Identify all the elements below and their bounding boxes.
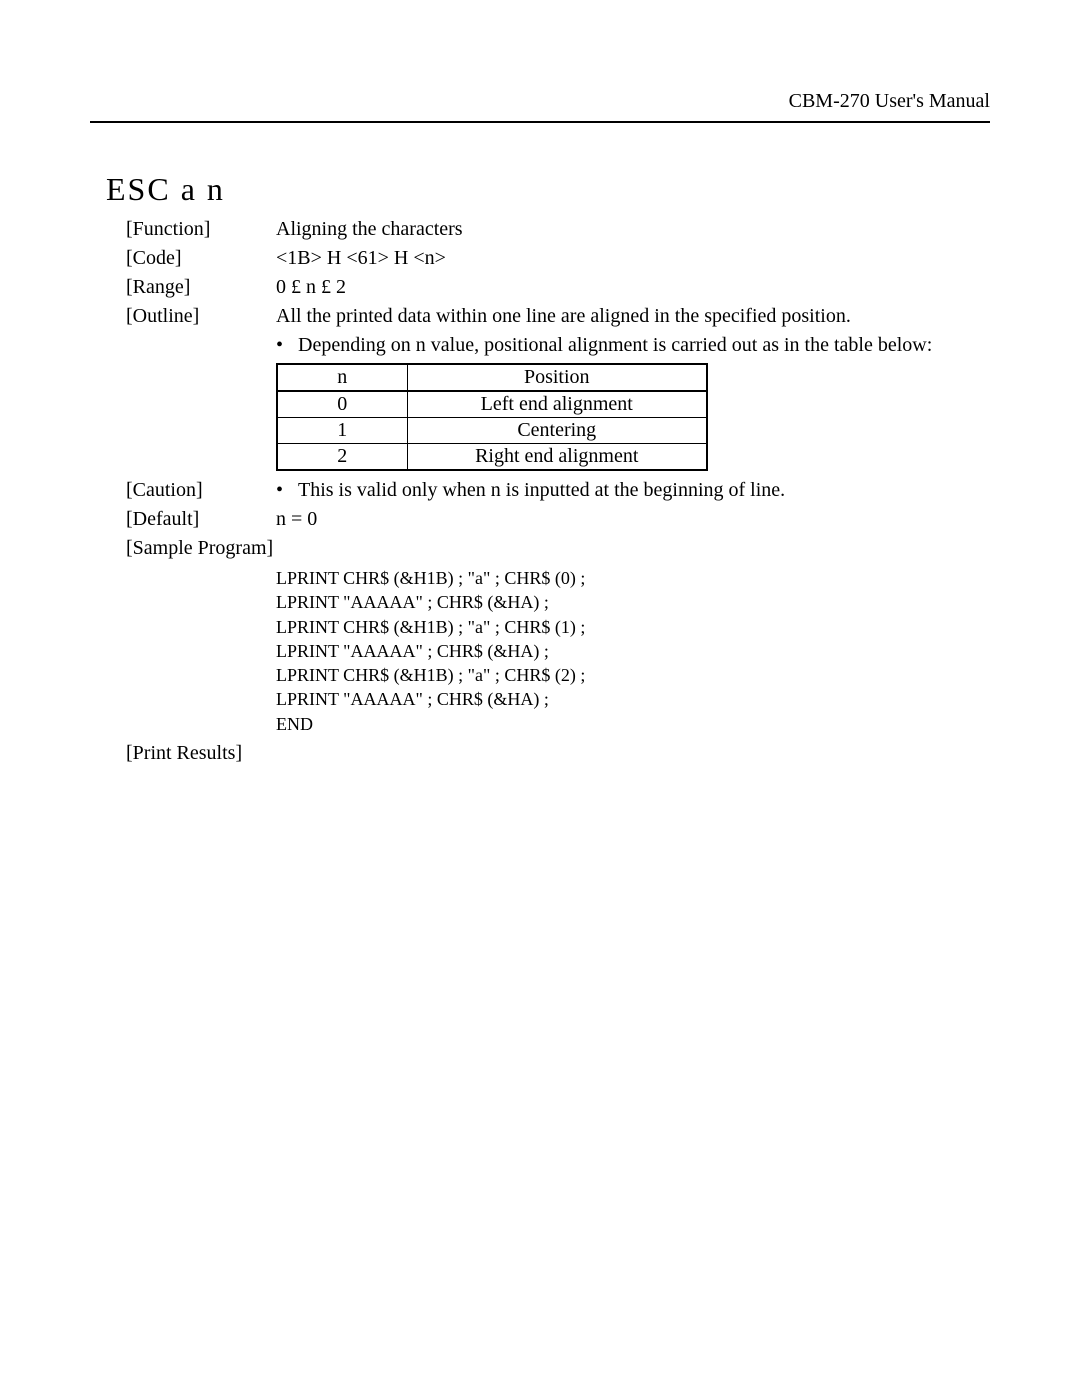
table-cell-n1: 1 xyxy=(277,418,407,444)
row-caution: [Caution] • This is valid only when n is… xyxy=(126,479,990,502)
command-title: ESC a n xyxy=(106,171,990,208)
row-print-results: [Print Results] xyxy=(126,742,990,765)
label-function: [Function] xyxy=(126,218,276,241)
label-default: [Default] xyxy=(126,508,276,531)
code-line: END xyxy=(276,712,990,736)
table-cell-pos1: Centering xyxy=(407,418,707,444)
row-range: [Range] 0 £ n £ 2 xyxy=(126,276,990,299)
value-default: n = 0 xyxy=(276,508,990,531)
table-cell-pos0: Left end alignment xyxy=(407,391,707,418)
label-outline: [Outline] xyxy=(126,305,276,328)
value-range: 0 £ n £ 2 xyxy=(276,276,990,299)
code-line: LPRINT "AAAAA" ; CHR$ (&HA) ; xyxy=(276,639,990,663)
table-cell-n2: 2 xyxy=(277,444,407,471)
table-header-n: n xyxy=(277,364,407,391)
table-header-position: Position xyxy=(407,364,707,391)
page-container: CBM-270 User's Manual ESC a n [Function]… xyxy=(0,0,1080,765)
table-row: 0 Left end alignment xyxy=(277,391,707,418)
bullet-icon: • xyxy=(276,334,298,357)
sample-code-block: LPRINT CHR$ (&H1B) ; "a" ; CHR$ (0) ; LP… xyxy=(276,566,990,736)
table-header-row: n Position xyxy=(277,364,707,391)
row-outline-bullet: • Depending on n value, positional align… xyxy=(276,334,990,357)
table-row: 2 Right end alignment xyxy=(277,444,707,471)
caution-bullet-text: This is valid only when n is inputted at… xyxy=(298,479,990,502)
row-function: [Function] Aligning the characters xyxy=(126,218,990,241)
label-code: [Code] xyxy=(126,247,276,270)
bullet-icon: • xyxy=(276,479,298,502)
code-line: LPRINT CHR$ (&H1B) ; "a" ; CHR$ (2) ; xyxy=(276,663,990,687)
table-cell-pos2: Right end alignment xyxy=(407,444,707,471)
label-sample-program: [Sample Program] xyxy=(126,537,273,560)
row-code: [Code] <1B> H <61> H <n> xyxy=(126,247,990,270)
row-default: [Default] n = 0 xyxy=(126,508,990,531)
row-sample-program: [Sample Program] xyxy=(126,537,990,560)
code-line: LPRINT CHR$ (&H1B) ; "a" ; CHR$ (1) ; xyxy=(276,615,990,639)
row-outline: [Outline] All the printed data within on… xyxy=(126,305,990,328)
value-code: <1B> H <61> H <n> xyxy=(276,247,990,270)
content-block: [Function] Aligning the characters [Code… xyxy=(126,218,990,765)
outline-bullet-text: Depending on n value, positional alignme… xyxy=(298,334,990,357)
code-line: LPRINT CHR$ (&H1B) ; "a" ; CHR$ (0) ; xyxy=(276,566,990,590)
value-outline: All the printed data within one line are… xyxy=(276,305,990,328)
header-manual-title: CBM-270 User's Manual xyxy=(90,90,990,123)
position-table: n Position 0 Left end alignment 1 Center… xyxy=(276,363,708,471)
label-range: [Range] xyxy=(126,276,276,299)
label-print-results: [Print Results] xyxy=(126,742,242,765)
table-row: 1 Centering xyxy=(277,418,707,444)
code-line: LPRINT "AAAAA" ; CHR$ (&HA) ; xyxy=(276,687,990,711)
value-function: Aligning the characters xyxy=(276,218,990,241)
table-cell-n0: 0 xyxy=(277,391,407,418)
label-caution: [Caution] xyxy=(126,479,276,502)
code-line: LPRINT "AAAAA" ; CHR$ (&HA) ; xyxy=(276,590,990,614)
